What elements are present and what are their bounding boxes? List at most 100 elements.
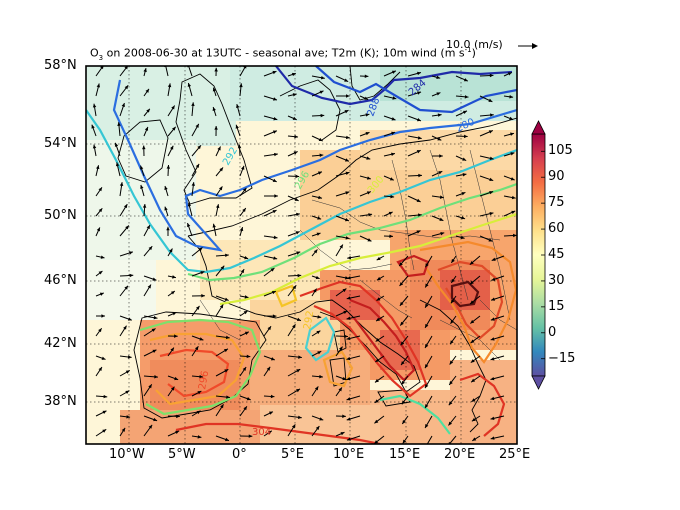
wind-arrow-head bbox=[375, 338, 380, 342]
colorbar-tick-label: 0 bbox=[548, 324, 557, 340]
wind-arrow-head bbox=[461, 216, 466, 220]
wind-arrow-head bbox=[314, 386, 319, 391]
wind-arrow-head bbox=[148, 384, 152, 389]
wind-arrow-head bbox=[273, 235, 278, 240]
wind-arrow-head bbox=[201, 294, 205, 298]
wind-arrow-head bbox=[440, 231, 445, 236]
wind-arrow-head bbox=[389, 234, 393, 238]
wind-arrow-head bbox=[296, 388, 301, 393]
wind-arrow-head bbox=[338, 387, 342, 392]
wind-arrow-head bbox=[146, 225, 150, 230]
wind-arrow-head bbox=[449, 380, 453, 385]
wind-arrow-head bbox=[339, 244, 343, 249]
reference-arrow-label: 10.0 (m/s) bbox=[446, 38, 503, 51]
wind-arrow-head bbox=[242, 208, 246, 213]
colorbar-tick-label: −15 bbox=[548, 350, 576, 366]
wind-arrow-head bbox=[103, 394, 108, 399]
wind-arrow-head bbox=[220, 404, 224, 409]
wind-arrow-head bbox=[366, 191, 371, 195]
lon-label: 5°W bbox=[168, 447, 196, 462]
wind-arrow-head bbox=[489, 156, 494, 161]
wind-arrow-head bbox=[169, 248, 173, 253]
wind-arrow-head bbox=[174, 376, 179, 381]
colorbar bbox=[531, 120, 546, 390]
wind-arrow-head bbox=[439, 195, 444, 199]
wind-arrow-head bbox=[317, 351, 322, 355]
wind-arrow-head bbox=[248, 434, 253, 438]
wind-arrow-head bbox=[124, 285, 128, 290]
wind-arrow-head bbox=[417, 91, 422, 95]
wind-arrow-head bbox=[399, 262, 403, 267]
wind-arrow-head bbox=[187, 82, 192, 87]
wind-arrow-head bbox=[291, 72, 296, 77]
wind-arrow-head bbox=[98, 270, 103, 275]
lat-label: 54°N bbox=[44, 136, 77, 151]
wind-arrow-head bbox=[374, 399, 379, 403]
wind-arrow-head bbox=[291, 424, 296, 429]
wind-arrow-head bbox=[471, 378, 476, 383]
wind-arrow-head bbox=[346, 437, 351, 441]
colorbar-tick-label: 105 bbox=[548, 143, 573, 159]
wind-arrow-head bbox=[114, 142, 119, 147]
wind-arrow-head bbox=[215, 204, 220, 209]
wind-arrow-head bbox=[462, 110, 467, 114]
wind-vectors bbox=[91, 66, 517, 444]
wind-arrow-head bbox=[270, 394, 275, 399]
wind-arrow-head bbox=[346, 94, 350, 98]
wind-arrow-head bbox=[490, 376, 495, 381]
wind-arrow-head bbox=[344, 110, 349, 114]
wind-arrow-shaft bbox=[426, 435, 433, 444]
wind-arrow-head bbox=[425, 404, 429, 409]
colorbar-tick-label: 90 bbox=[548, 169, 565, 185]
wind-arrow-head bbox=[200, 271, 205, 275]
wind-arrow-head bbox=[195, 163, 200, 168]
wind-arrow-head bbox=[401, 400, 406, 405]
wind-arrow-head bbox=[273, 97, 277, 101]
wind-arrow-head bbox=[491, 297, 496, 301]
wind-arrow-head bbox=[154, 375, 158, 379]
wind-arrow-head bbox=[376, 256, 381, 261]
wind-arrow-head bbox=[244, 255, 249, 260]
wind-arrow-head bbox=[450, 340, 454, 345]
wind-arrow-head bbox=[199, 337, 204, 341]
wind-arrow-head bbox=[145, 88, 150, 93]
wind-arrow-head bbox=[316, 232, 321, 236]
wind-arrow-head bbox=[170, 290, 175, 295]
wind-arrow-head bbox=[239, 83, 243, 88]
wind-arrow-head bbox=[101, 356, 106, 360]
wind-arrow-shaft bbox=[448, 435, 457, 444]
wind-arrow-head bbox=[243, 406, 247, 411]
wind-arrow-head bbox=[342, 414, 346, 418]
wind-arrow-head bbox=[319, 374, 323, 379]
wind-arrow-head bbox=[214, 67, 218, 72]
wind-arrow-head bbox=[364, 96, 369, 100]
wind-arrow-head bbox=[292, 324, 296, 329]
wind-arrow-head bbox=[376, 317, 381, 322]
lat-label: 50°N bbox=[44, 208, 77, 223]
wind-arrow-head bbox=[315, 426, 320, 430]
wind-arrow-head bbox=[374, 378, 379, 383]
wind-arrow-head bbox=[319, 153, 324, 158]
wind-arrow-head bbox=[488, 98, 493, 102]
graticule bbox=[86, 66, 517, 444]
wind-arrow-head bbox=[469, 261, 474, 265]
wind-arrow-head bbox=[451, 258, 455, 263]
wind-arrow-head bbox=[460, 235, 465, 240]
wind-arrow-head bbox=[272, 70, 277, 75]
wind-arrow-head bbox=[448, 421, 453, 426]
wind-arrow-head bbox=[320, 76, 325, 80]
title-text: on 2008-06-30 at 13UTC - seasonal ave; T… bbox=[103, 46, 465, 60]
wind-arrow-head bbox=[119, 182, 124, 187]
wind-arrow-head bbox=[464, 95, 469, 99]
wind-arrow-head bbox=[273, 256, 278, 260]
wind-arrow-head bbox=[317, 315, 322, 319]
wind-arrow-head bbox=[462, 173, 467, 177]
title-species-subscript: 3 bbox=[98, 53, 104, 62]
wind-arrow-head bbox=[98, 208, 103, 213]
wind-arrow-head bbox=[123, 204, 128, 209]
lon-label: 5°E bbox=[281, 447, 304, 462]
wind-arrow-head bbox=[102, 410, 107, 414]
wind-arrow-head bbox=[425, 364, 429, 369]
wind-arrow-head bbox=[99, 292, 104, 296]
wind-arrow-head bbox=[491, 257, 496, 261]
